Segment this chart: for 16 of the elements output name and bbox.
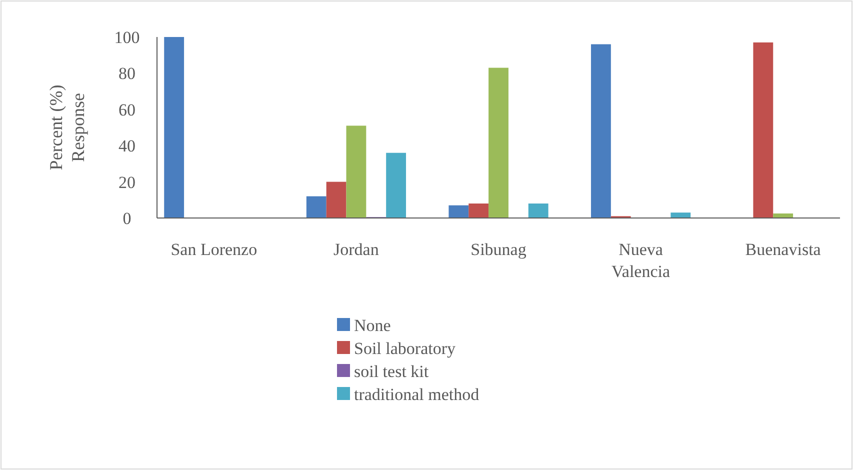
x-tick-label: San Lorenzo	[170, 240, 258, 259]
y-tick-label: 60	[118, 100, 136, 120]
x-tick-label: Jordan	[334, 240, 380, 259]
x-tick-label: Buenavista	[745, 240, 822, 259]
y-tick-label: 20	[118, 172, 136, 192]
legend-label: soil test kit	[354, 362, 429, 381]
x-tick-label: Sibunag	[470, 240, 527, 259]
y-tick-label: 80	[118, 64, 136, 84]
y-tick-label: 100	[114, 28, 140, 47]
y-axis-title: Percent (%) Response	[46, 84, 88, 170]
y-tick-label: 40	[118, 136, 136, 156]
y-tick-label: 0	[122, 208, 132, 228]
x-tick-label: Nueva Valencia	[612, 240, 670, 281]
legend-label: traditional method	[354, 384, 480, 404]
legend-label: None	[354, 316, 391, 335]
legend-label: Soil laboratory	[354, 338, 456, 358]
